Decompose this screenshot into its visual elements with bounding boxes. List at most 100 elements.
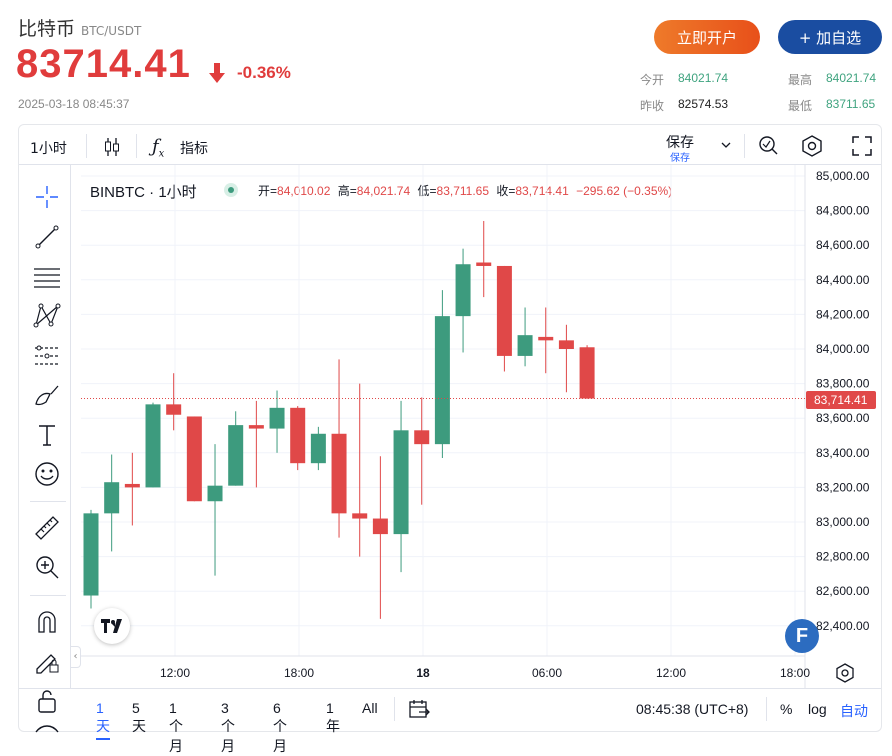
candle-body [476,262,492,266]
candle-body [228,425,244,486]
y-tick-label: 83,600.00 [816,411,870,425]
open-account-button[interactable]: 立即开户 [654,20,760,54]
interval-selector[interactable]: 1小时 [30,141,67,157]
x-tick-label: 12:00 [160,666,190,680]
asset-symbol: BTC/USDT [81,24,142,38]
candle-body [455,264,471,317]
collapse-toolbar-button[interactable]: ‹ [71,646,81,668]
candle-body [579,347,595,399]
visibility-icon[interactable] [32,722,62,738]
x-tick-label: 12:00 [656,666,686,680]
candle-body [290,407,306,464]
candle-body [517,335,533,356]
trend-line-icon[interactable] [32,222,62,252]
candle-body [207,485,223,502]
candle-body [104,482,120,514]
settings-icon[interactable] [800,134,824,158]
candle-body [496,265,512,356]
candle-body [310,433,326,464]
range-tab-6[interactable]: All [362,700,378,716]
y-tick-label: 83,200.00 [816,480,870,494]
price-change: -0.36% [237,63,291,82]
y-tick-label: 82,800.00 [816,550,870,564]
candle-body [269,407,285,429]
calendar-range-icon[interactable] [407,698,431,720]
candle-body [538,336,554,341]
indicators-icon[interactable]: ƒx [152,136,165,160]
y-tick-label: 84,400.00 [816,273,870,287]
range-tab-0[interactable]: 1天 [96,700,110,740]
brush-icon[interactable] [32,380,62,410]
ruler-icon[interactable] [32,513,62,543]
fullscreen-icon[interactable] [851,135,873,157]
prev-close-label: 昨收 [640,99,665,113]
y-tick-label: 83,000.00 [816,515,870,529]
legend-symbol: BINBTC · 1小时 [90,184,197,201]
candle-type-icon[interactable] [102,136,122,158]
emoji-icon[interactable] [32,459,62,489]
current-price: 83714.41 [16,42,191,86]
y-tick-label: 83,400.00 [816,446,870,460]
prev-close-value: 82574.53 [678,97,729,111]
x-tick-label: 18:00 [780,666,810,680]
legend-ohlc: 开=84,010.02 高=84,021.74 低=83,711.65 收=83… [258,184,673,198]
x-tick-label: 06:00 [532,666,562,680]
save-sublabel: 保存 [670,153,690,164]
open-label: 今开 [640,73,665,87]
y-tick-label: 84,800.00 [816,204,870,218]
candle-body [558,340,574,349]
y-tick-label: 85,000.00 [816,169,870,183]
clock-timezone[interactable]: 08:45:38 (UTC+8) [636,701,749,717]
axis-settings-icon[interactable] [834,662,856,684]
x-tick-label: 18:00 [284,666,314,680]
indicators-button[interactable]: 指标 [180,141,208,157]
add-watchlist-button[interactable]: + 加自选 [778,20,882,54]
fib-lines-icon[interactable] [32,261,62,291]
candle-body [331,433,347,514]
save-button[interactable]: 保存 [666,135,694,151]
candlestick-chart[interactable]: 85,000.00 84,800.00 84,600.00 84,400.00 84,2… [0,0,892,738]
x-tick-label: 18 [416,666,430,680]
brand-f-badge-icon[interactable]: F [785,619,819,653]
timestamp: 2025-03-18 08:45:37 [18,97,130,111]
lock-icon[interactable] [32,686,62,716]
range-tab-1[interactable]: 5天 [132,700,146,734]
candle-body [124,483,140,488]
prediction-icon[interactable] [32,340,62,370]
tradingview-logo-icon[interactable] [94,608,130,644]
y-tick-label: 83,800.00 [816,377,870,391]
range-tab-3[interactable]: 3个月 [221,700,235,754]
down-arrow-icon [209,63,225,83]
candle-body [166,404,182,415]
candle-body [414,430,430,445]
crosshair-icon[interactable] [32,182,62,212]
chart-widget [18,124,882,732]
range-tab-4[interactable]: 6个月 [273,700,287,754]
open-value: 84021.74 [678,71,729,85]
percent-scale-toggle[interactable]: % [780,701,793,717]
y-tick-label: 82,400.00 [816,619,870,633]
candle-body [248,425,264,429]
candle-body [393,430,409,535]
pattern-icon[interactable] [32,300,62,330]
market-status-icon [224,183,238,197]
high-value: 84021.74 [826,71,877,85]
y-tick-label: 84,000.00 [816,342,870,356]
candle-body [186,416,202,502]
range-tab-2[interactable]: 1个月 [169,700,183,754]
edit-lock-icon[interactable] [32,646,62,676]
magnet-icon[interactable] [32,606,62,636]
asset-name: 比特币 BTC/USDT [18,18,142,40]
chevron-down-icon[interactable] [720,140,732,150]
text-tool-icon[interactable] [32,420,62,450]
zoom-in-icon[interactable] [32,552,62,582]
candle-body [434,316,450,445]
quick-search-icon[interactable] [758,134,780,158]
candle-body [145,404,161,488]
range-tab-5[interactable]: 1年 [326,700,340,734]
high-label: 最高 [788,73,813,87]
candle-body [372,518,388,535]
log-scale-toggle[interactable]: log [808,701,827,717]
low-value: 83711.65 [826,97,876,111]
auto-scale-toggle[interactable]: 自动 [840,703,868,719]
